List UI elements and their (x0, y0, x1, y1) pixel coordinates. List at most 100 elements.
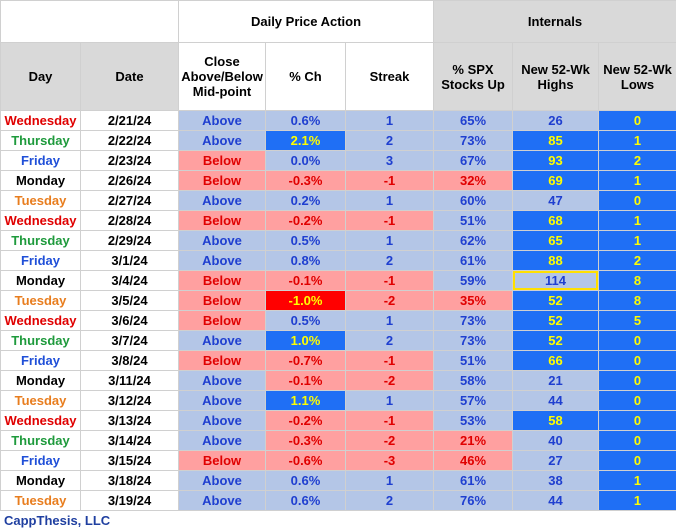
value-cell: Above (178, 190, 266, 211)
day-cell: Tuesday (0, 190, 81, 211)
date-cell: 2/23/24 (80, 150, 179, 171)
value-cell: 61% (433, 470, 514, 491)
value-cell: 0 (598, 410, 676, 431)
value-cell: -0.1% (265, 270, 346, 291)
price-table: Daily Price Action Internals Day Date Clos… (0, 0, 676, 511)
value-cell: Below (178, 290, 266, 311)
value-cell: 2.1% (265, 130, 346, 151)
value-cell: -2 (344, 370, 435, 391)
day-cell: Tuesday (0, 490, 81, 511)
row: Friday 3/1/24 Above 0.8% 2 61% 88 2 (0, 250, 676, 271)
value-cell: 62% (433, 230, 514, 251)
value-cell: 59% (433, 270, 514, 291)
value-cell: 26 (512, 110, 600, 131)
date-cell: 3/4/24 (80, 270, 179, 291)
value-cell: -0.1% (265, 370, 346, 391)
value-cell: 0 (598, 330, 676, 351)
value-cell: 21 (512, 370, 600, 391)
value-cell: Above (178, 230, 266, 251)
value-cell: 52 (512, 290, 600, 311)
column-header: Date (80, 42, 179, 111)
day-cell: Thursday (0, 330, 81, 351)
value-cell: Below (178, 170, 266, 191)
value-cell: Above (178, 330, 266, 351)
value-cell: 38 (512, 470, 600, 491)
row: Monday 3/4/24 Below -0.1% -1 59% 114 8 (0, 270, 676, 291)
value-cell: -0.3% (265, 170, 346, 191)
value-cell: 0 (598, 450, 676, 471)
value-cell: Below (178, 450, 266, 471)
day-cell: Friday (0, 350, 81, 371)
value-cell: 66 (512, 350, 600, 371)
row: Wednesday 2/28/24 Below -0.2% -1 51% 68 1 (0, 210, 676, 231)
column-header: % SPX Stocks Up (433, 42, 514, 111)
day-cell: Monday (0, 470, 81, 491)
value-cell: 52 (512, 310, 600, 331)
value-cell: 21% (433, 430, 514, 451)
day-cell: Friday (0, 450, 81, 471)
value-cell: 0 (598, 370, 676, 391)
date-cell: 3/18/24 (80, 470, 179, 491)
value-cell: 2 (344, 250, 435, 271)
day-cell: Monday (0, 170, 81, 191)
value-cell: 1.0% (265, 330, 346, 351)
value-cell: 40 (512, 430, 600, 451)
value-cell: 53% (433, 410, 514, 431)
value-cell: 0.0% (265, 150, 346, 171)
value-cell: -0.2% (265, 410, 346, 431)
date-cell: 2/27/24 (80, 190, 179, 211)
value-cell: -1.0% (265, 290, 346, 311)
date-cell: 2/22/24 (80, 130, 179, 151)
value-cell: 73% (433, 130, 514, 151)
value-cell: 1 (598, 490, 676, 511)
column-header: Day (0, 42, 81, 111)
row: Thursday 2/29/24 Above 0.5% 1 62% 65 1 (0, 230, 676, 251)
value-cell: 0 (598, 390, 676, 411)
value-cell: Above (178, 370, 266, 391)
day-cell: Tuesday (0, 290, 81, 311)
row: Monday 3/11/24 Above -0.1% -2 58% 21 0 (0, 370, 676, 391)
value-cell: 1 (598, 170, 676, 191)
value-cell: 8 (598, 290, 676, 311)
date-cell: 3/8/24 (80, 350, 179, 371)
value-cell: 47 (512, 190, 600, 211)
value-cell: 1 (598, 470, 676, 491)
column-header: New 52-Wk Lows (598, 42, 676, 111)
value-cell: Above (178, 410, 266, 431)
row: Tuesday 3/12/24 Above 1.1% 1 57% 44 0 (0, 390, 676, 411)
value-cell: -2 (344, 290, 435, 311)
value-cell: Above (178, 130, 266, 151)
value-cell: 3 (344, 150, 435, 171)
column-header: Close Above/Below Mid-point (178, 42, 266, 111)
value-cell: 61% (433, 250, 514, 271)
row: Monday 3/18/24 Above 0.6% 1 61% 38 1 (0, 470, 676, 491)
value-cell: -1 (344, 210, 435, 231)
value-cell: 2 (344, 130, 435, 151)
value-cell: -0.6% (265, 450, 346, 471)
value-cell: 65 (512, 230, 600, 251)
value-cell: 1 (598, 210, 676, 231)
value-cell: Below (178, 270, 266, 291)
date-cell: 3/14/24 (80, 430, 179, 451)
value-cell: Above (178, 470, 266, 491)
day-cell: Wednesday (0, 110, 81, 131)
day-cell: Wednesday (0, 410, 81, 431)
value-cell: Below (178, 210, 266, 231)
day-cell: Friday (0, 250, 81, 271)
value-cell: 1 (344, 230, 435, 251)
date-cell: 3/13/24 (80, 410, 179, 431)
value-cell: 1 (344, 190, 435, 211)
date-cell: 3/15/24 (80, 450, 179, 471)
date-cell: 2/26/24 (80, 170, 179, 191)
day-cell: Friday (0, 150, 81, 171)
row: Thursday 3/14/24 Above -0.3% -2 21% 40 0 (0, 430, 676, 451)
value-cell: -3 (344, 450, 435, 471)
date-cell: 3/1/24 (80, 250, 179, 271)
value-cell: Below (178, 150, 266, 171)
day-cell: Monday (0, 370, 81, 391)
group-header: Internals (433, 0, 676, 43)
value-cell: 52 (512, 330, 600, 351)
value-cell: 0 (598, 430, 676, 451)
column-header: New 52-Wk Highs (512, 42, 600, 111)
